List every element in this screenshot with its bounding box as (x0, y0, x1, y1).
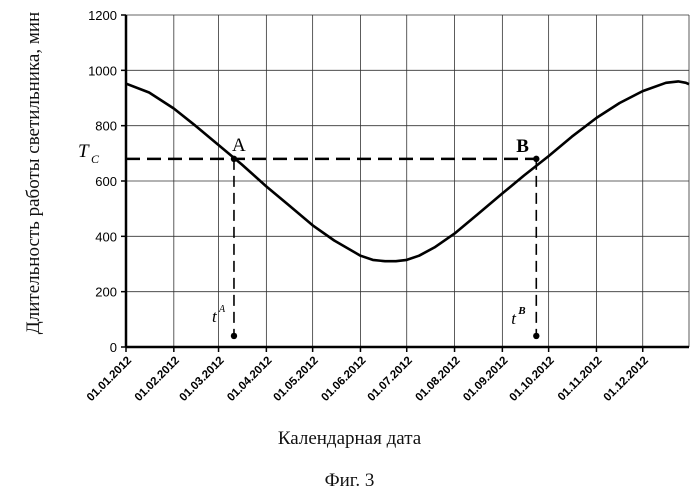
point-b-marker (533, 156, 539, 162)
x-tick-label: 01.06.2012 (319, 355, 368, 404)
x-tick-label: 01.02.2012 (133, 355, 182, 404)
x-tick-label: 01.12.2012 (602, 355, 651, 404)
y-tick-label: 400 (95, 229, 117, 244)
x-tick-label: 01.08.2012 (413, 355, 462, 404)
ta-marker (231, 333, 237, 339)
y-axis-title-text: Длительность работы светильника, мин (22, 8, 46, 338)
tb-superscript: B (517, 305, 525, 317)
ta-superscript: A (218, 304, 226, 315)
tc-subscript: C (91, 152, 100, 166)
x-tick-label: 01.04.2012 (225, 355, 274, 404)
tb-marker (533, 333, 539, 339)
y-tick-label: 0 (110, 340, 117, 355)
x-axis-title: Календарная дата (0, 428, 699, 450)
tc-label: T (78, 141, 90, 162)
y-tick-label: 800 (95, 119, 117, 134)
x-tick-label: 01.05.2012 (272, 355, 321, 404)
y-axis-title: Длительность работы светильника, мин (4, 26, 64, 356)
x-tick-label: 01.09.2012 (461, 355, 510, 404)
y-tick-label: 1200 (88, 8, 117, 23)
x-tick-label: 01.11.2012 (556, 355, 605, 404)
point-b-label: B (516, 136, 529, 157)
x-tick-label: 01.07.2012 (366, 355, 415, 404)
point-a-marker (231, 156, 237, 162)
x-tick-label: 01.01.2012 (85, 355, 134, 404)
point-a-label: A (232, 135, 246, 156)
x-tick-label: 01.10.2012 (508, 355, 557, 404)
y-tick-label: 1000 (88, 63, 117, 78)
y-tick-label: 200 (95, 285, 117, 300)
x-tick-label: 01.03.2012 (177, 355, 226, 404)
figure-caption: Фиг. 3 (0, 470, 699, 492)
y-tick-label: 600 (95, 174, 117, 189)
